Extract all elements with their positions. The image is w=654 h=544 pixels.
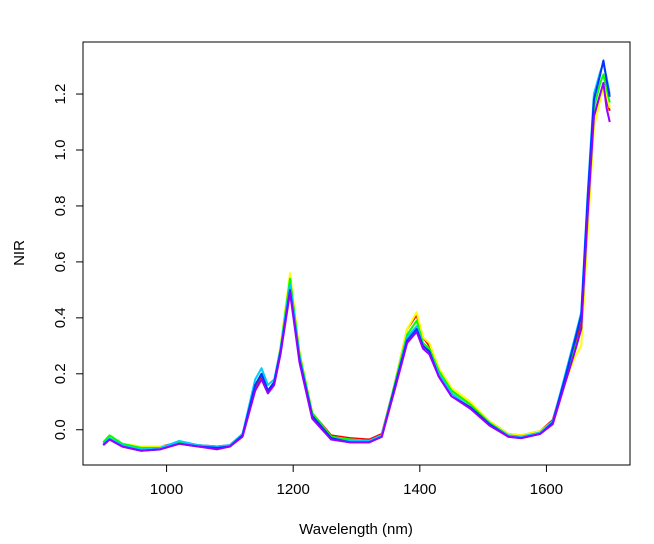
x-axis-label: Wavelength (nm) bbox=[299, 521, 413, 538]
y-tick-label: 0.8 bbox=[52, 196, 69, 217]
spectrum-line bbox=[102, 87, 611, 449]
spectrum-line bbox=[102, 62, 611, 451]
x-tick-label: 1600 bbox=[530, 481, 563, 498]
spectrum-line bbox=[102, 81, 611, 452]
y-tick-label: 0.2 bbox=[52, 363, 69, 384]
x-tick-label: 1000 bbox=[150, 481, 183, 498]
y-axis-label: NIR bbox=[11, 240, 28, 266]
y-tick-label: 1.2 bbox=[52, 84, 69, 105]
y-tick-label: 1.0 bbox=[52, 140, 69, 161]
spectrum-line bbox=[102, 73, 611, 449]
spectrum-line bbox=[102, 59, 611, 452]
spectrum-line bbox=[102, 84, 611, 449]
y-tick-label: 0.0 bbox=[52, 419, 69, 440]
x-tick-label: 1400 bbox=[403, 481, 436, 498]
plot-frame bbox=[82, 41, 631, 466]
x-tick-label: 1200 bbox=[277, 481, 310, 498]
y-tick-label: 0.6 bbox=[52, 251, 69, 272]
y-tick-label: 0.4 bbox=[52, 307, 69, 328]
